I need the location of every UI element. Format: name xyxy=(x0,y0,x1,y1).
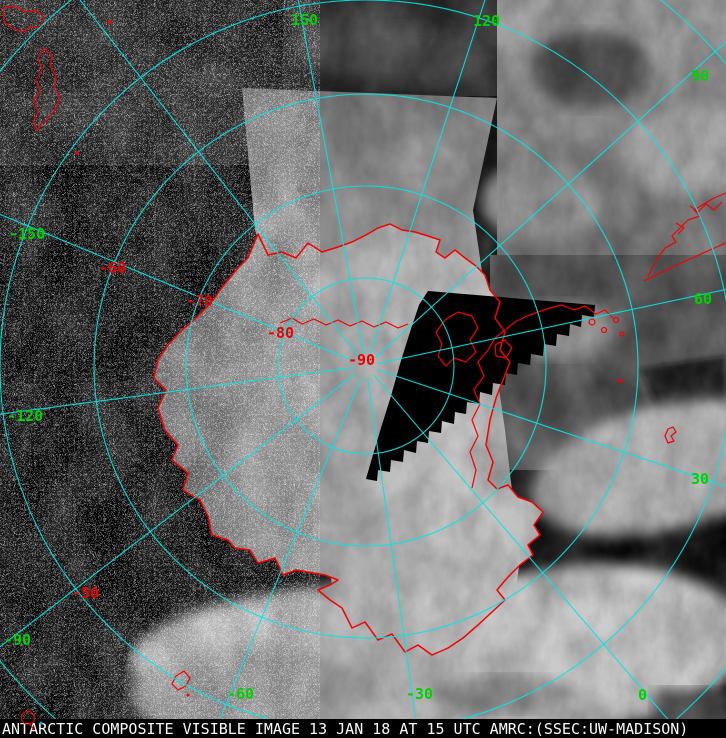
coastline-south-america xyxy=(647,192,726,278)
status-bar-text: ANTARCTIC COMPOSITE VISIBLE IMAGE 13 JAN… xyxy=(2,720,689,738)
longitude-label--30: -30 xyxy=(406,685,433,703)
longitude-line-150 xyxy=(297,0,365,355)
latitude-label--70: -70 xyxy=(186,292,213,310)
longitude-label-30: 30 xyxy=(691,470,709,488)
longitude-line-60 xyxy=(377,288,726,365)
latitude-circle--60 xyxy=(93,93,639,639)
longitude-label--150: -150 xyxy=(9,225,45,243)
longitude-line--150 xyxy=(0,213,356,362)
coastline-antarctica xyxy=(153,223,544,656)
weddell-coast-loops xyxy=(435,311,513,367)
grid-labels: 150 120 90 60 30 0 -30 -60 -90 -120 -150 -50 -60 -70 -… xyxy=(4,11,712,704)
longitude-label--120: -120 xyxy=(7,407,43,425)
latitude-circle--70 xyxy=(185,185,547,547)
night-speckle-noise xyxy=(0,0,320,738)
latitude-label--50: -50 xyxy=(72,584,99,602)
latitude-label--80: -80 xyxy=(267,324,294,342)
longitude-label--60: -60 xyxy=(227,685,254,703)
longitude-line-180 xyxy=(79,0,360,357)
longitude-label-120: 120 xyxy=(473,12,500,30)
island-mark xyxy=(600,326,608,334)
longitude-line-0 xyxy=(373,374,685,738)
map-boundary-arc xyxy=(643,242,726,282)
ice-shelf-edge xyxy=(279,317,409,329)
longitude-label-90: 90 xyxy=(691,67,709,85)
island-dot xyxy=(186,693,190,697)
longitude-line-90 xyxy=(374,41,726,359)
latitude-label--60: -60 xyxy=(99,259,126,277)
island-mark xyxy=(619,331,625,337)
latitude-label--90: -90 xyxy=(348,351,375,369)
status-bar: ANTARCTIC COMPOSITE VISIBLE IMAGE 13 JAN… xyxy=(0,719,726,738)
longitude-line--30 xyxy=(367,377,419,738)
longitude-label-150: 150 xyxy=(291,11,318,29)
island-dot xyxy=(75,151,79,155)
longitude-line-30 xyxy=(377,369,726,488)
longitude-label-60: 60 xyxy=(694,290,712,308)
longitude-label-0: 0 xyxy=(638,686,647,704)
island-dot xyxy=(108,20,112,24)
island-mark xyxy=(588,318,596,326)
island-bottom-left xyxy=(171,670,191,691)
latitude-circle--80 xyxy=(277,277,455,455)
longitude-line--60 xyxy=(211,376,362,738)
island-dot xyxy=(618,379,622,383)
island-mark xyxy=(612,316,620,324)
longitude-label--90: -90 xyxy=(4,631,31,649)
longitude-line--90 xyxy=(0,372,357,648)
coastline-antarctic-peninsula xyxy=(469,304,614,489)
longitude-line-120 xyxy=(369,0,486,355)
island-south-georgia xyxy=(664,426,677,444)
longitude-line--120 xyxy=(0,367,355,415)
